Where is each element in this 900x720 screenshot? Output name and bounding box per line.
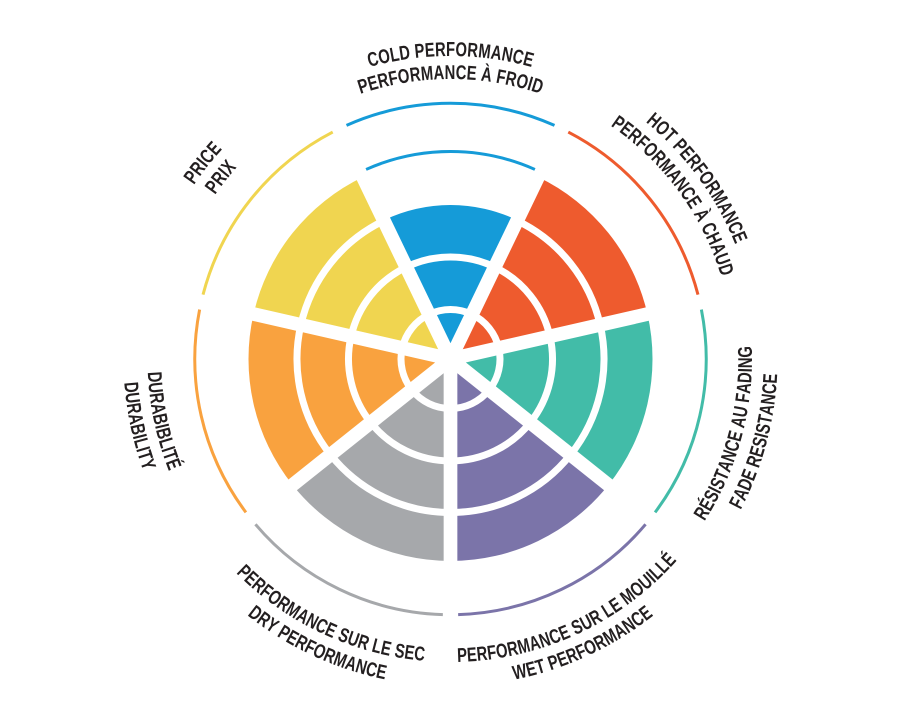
svg-text:R: R xyxy=(467,38,480,61)
svg-text:D: D xyxy=(120,381,144,394)
svg-text:O: O xyxy=(514,69,531,94)
svg-text:E: E xyxy=(403,640,416,664)
svg-text:A: A xyxy=(732,381,756,394)
svg-text:O: O xyxy=(455,38,467,61)
svg-text:E: E xyxy=(424,38,436,61)
svg-text:N: N xyxy=(445,61,456,84)
svg-text:M: M xyxy=(515,633,533,658)
svg-text:A: A xyxy=(755,402,779,416)
svg-text:F: F xyxy=(486,640,498,664)
svg-text:O: O xyxy=(396,64,411,88)
svg-text:I: I xyxy=(128,432,151,441)
svg-text:G: G xyxy=(734,346,757,358)
svg-text:A: A xyxy=(489,41,503,65)
svg-text:N: N xyxy=(756,392,780,405)
svg-text:W: W xyxy=(510,659,529,684)
svg-text:I: I xyxy=(750,431,773,440)
svg-text:O: O xyxy=(494,639,509,663)
svg-text:I: I xyxy=(157,444,180,455)
svg-text:D: D xyxy=(733,372,756,384)
svg-text:B: B xyxy=(126,422,151,437)
svg-text:U: U xyxy=(144,381,168,394)
svg-text:E: E xyxy=(466,61,478,84)
svg-text:A: A xyxy=(433,61,445,84)
svg-text:P: P xyxy=(413,39,425,63)
svg-text:R: R xyxy=(504,66,519,91)
svg-text:C: C xyxy=(413,642,426,666)
svg-text:A: A xyxy=(726,414,751,430)
svg-text:D: D xyxy=(398,41,412,65)
svg-text:R: R xyxy=(475,642,488,666)
svg-text:I: I xyxy=(132,444,155,454)
svg-text:T: T xyxy=(753,413,777,426)
svg-text:A: A xyxy=(146,401,170,416)
svg-text:E: E xyxy=(758,373,781,384)
svg-text:S: S xyxy=(393,639,407,663)
svg-text:N: N xyxy=(500,42,515,66)
svg-text:C: C xyxy=(757,382,781,395)
svg-text:C: C xyxy=(455,61,467,84)
svg-text:R: R xyxy=(435,38,447,61)
svg-text:M: M xyxy=(420,61,434,85)
svg-text:I: I xyxy=(151,422,174,431)
svg-text:L: L xyxy=(388,42,401,66)
svg-text:R: R xyxy=(505,636,520,661)
svg-text:F: F xyxy=(446,38,455,61)
svg-text:N: N xyxy=(734,357,757,368)
svg-text:I: I xyxy=(525,72,535,95)
svg-text:R: R xyxy=(408,62,422,86)
svg-text:R: R xyxy=(145,391,169,405)
svg-text:À: À xyxy=(480,61,494,86)
svg-text:C: C xyxy=(511,44,527,69)
svg-text:D: D xyxy=(143,371,166,383)
svg-text:P: P xyxy=(457,643,468,666)
svg-text:U: U xyxy=(121,391,145,404)
svg-text:R: R xyxy=(122,401,146,415)
svg-text:F: F xyxy=(731,392,755,404)
svg-text:B: B xyxy=(148,411,172,426)
svg-text:A: A xyxy=(124,411,148,426)
svg-text:E: E xyxy=(466,643,478,666)
svg-text:I: I xyxy=(734,368,757,373)
svg-text:F: F xyxy=(495,65,508,89)
svg-text:M: M xyxy=(477,39,492,63)
svg-text:U: U xyxy=(728,404,752,419)
svg-text:O: O xyxy=(376,44,392,69)
